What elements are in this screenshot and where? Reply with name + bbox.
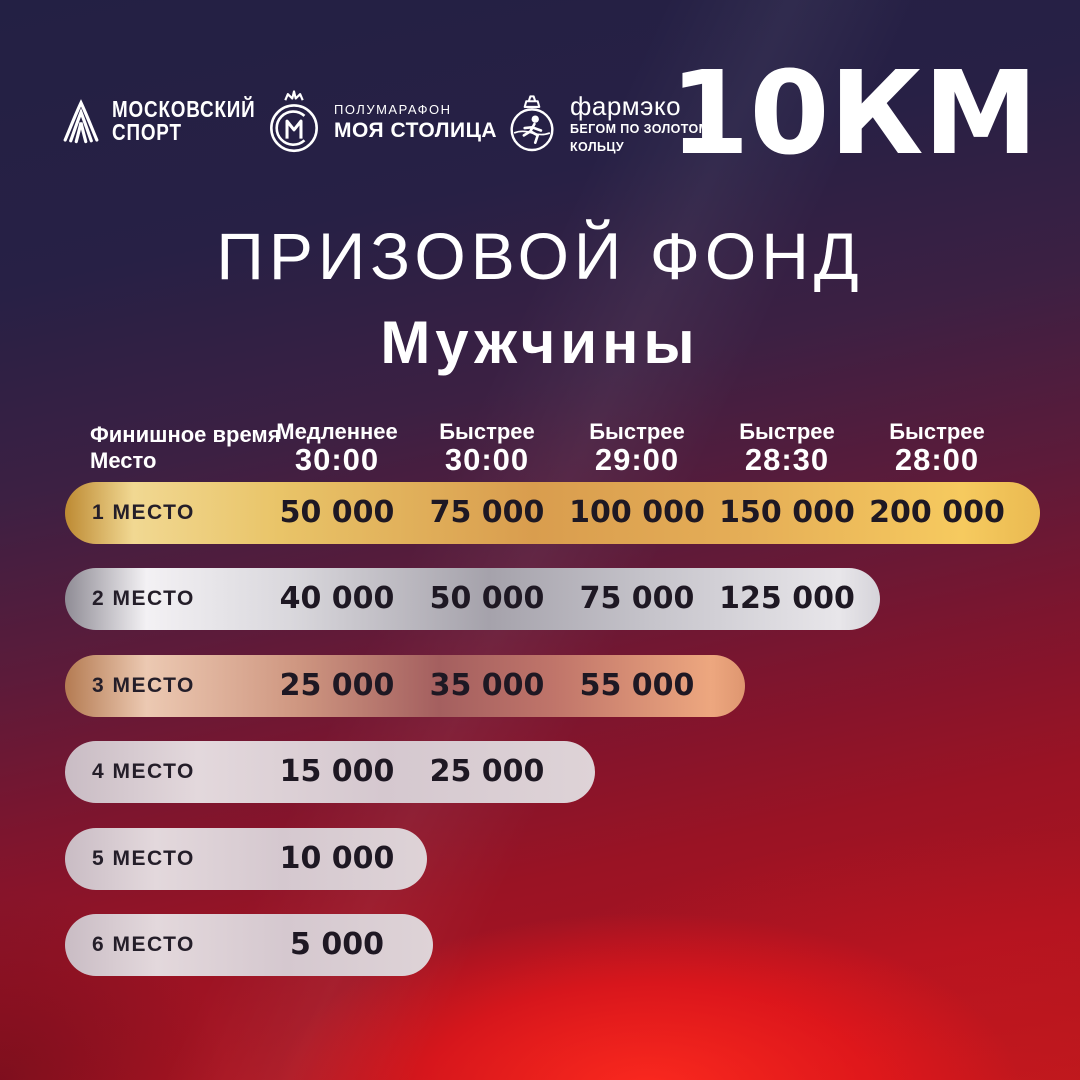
prize-amount: 75 000 [579, 581, 695, 616]
column-header-faster-2830: Быстрее 28:30 [692, 419, 882, 476]
pharmeco-tagline-1: БЕГОМ ПО ЗОЛОТОМУ [570, 122, 718, 136]
column-header-faster-3000: Быстрее 30:00 [392, 419, 582, 476]
prize-row-place-3: 3 МЕСТО 25 000 35 000 55 000 [65, 655, 745, 717]
moya-stolitsa-icon [266, 88, 322, 156]
moscow-sport-icon [62, 96, 100, 146]
prize-amount: 55 000 [579, 668, 695, 703]
pharmeco-wordmark: фармэко БЕГОМ ПО ЗОЛОТОМУ КОЛЬЦУ [570, 92, 718, 156]
column-header-faster-2900: Быстрее 29:00 [542, 419, 732, 476]
page-subtitle: Мужчины [380, 309, 700, 376]
prize-amount: 35 000 [429, 668, 545, 703]
column-direction: Быстрее [739, 419, 835, 444]
column-time: 30:00 [444, 442, 530, 477]
table-corner-header: Финишное время Место [90, 422, 281, 474]
prize-amount: 50 000 [279, 495, 395, 530]
place-label: 2 МЕСТО [92, 587, 195, 610]
logo-pharmeco: фармэко БЕГОМ ПО ЗОЛОТОМУ КОЛЬЦУ [506, 92, 718, 156]
column-header-faster-2800: Быстрее 28:00 [842, 419, 1032, 476]
pharmeco-stopwatch-icon [506, 93, 558, 155]
prize-row-place-4: 4 МЕСТО 15 000 25 000 [65, 741, 595, 803]
column-direction: Быстрее [589, 419, 685, 444]
column-direction: Быстрее [439, 419, 535, 444]
column-direction: Быстрее [889, 419, 985, 444]
logo-moscow-sport: МОСКОВСКИЙ СПОРТ [62, 96, 287, 146]
page-title: ПРИЗОВОЙ ФОНД [216, 219, 864, 293]
place-label: 6 МЕСТО [92, 933, 195, 956]
logo-moya-stolitsa: ПОЛУМАРАФОН МОЯ СТОЛИЦА [266, 88, 497, 156]
prize-row-place-2: 2 МЕСТО 40 000 50 000 75 000 125 000 [65, 568, 880, 630]
prize-amount: 125 000 [719, 581, 855, 616]
moscow-sport-wordmark: МОСКОВСКИЙ СПОРТ [112, 98, 256, 144]
prize-amount: 10 000 [279, 841, 395, 876]
prize-row-place-1: 1 МЕСТО 50 000 75 000 100 000 150 000 20… [65, 482, 1040, 544]
prize-amount: 15 000 [279, 754, 395, 789]
column-header-slower-3000: Медленнее 30:00 [242, 419, 432, 476]
pharmeco-tagline-2: КОЛЬЦУ [570, 140, 625, 154]
column-time: 28:00 [894, 442, 980, 477]
corner-header-line1: Финишное время [90, 422, 281, 447]
prize-amount: 200 000 [869, 495, 1005, 530]
prize-amount: 25 000 [429, 754, 545, 789]
pharmeco-brand: фармэко [570, 91, 682, 121]
place-label: 5 МЕСТО [92, 847, 195, 870]
prize-amount: 25 000 [279, 668, 395, 703]
prize-amount: 5 000 [290, 927, 384, 962]
moscow-sport-line2: СПОРТ [112, 119, 182, 145]
prize-amount: 40 000 [279, 581, 395, 616]
corner-header-line2: Место [90, 448, 157, 473]
moya-stolitsa-label: МОЯ СТОЛИЦА [334, 119, 498, 142]
column-time: 30:00 [294, 442, 380, 477]
prize-row-place-5: 5 МЕСТО 10 000 [65, 828, 427, 890]
column-time: 28:30 [744, 442, 830, 477]
column-direction: Медленнее [276, 419, 398, 444]
prize-amount: 50 000 [429, 581, 545, 616]
column-time: 29:00 [594, 442, 680, 477]
place-label: 1 МЕСТО [92, 501, 195, 524]
prize-row-place-6: 6 МЕСТО 5 000 [65, 914, 433, 976]
place-label: 4 МЕСТО [92, 760, 195, 783]
prize-amount: 150 000 [719, 495, 855, 530]
moya-stolitsa-wordmark: ПОЛУМАРАФОН МОЯ СТОЛИЦА [334, 101, 497, 143]
prize-amount: 75 000 [429, 495, 545, 530]
moscow-sport-line1: МОСКОВСКИЙ [112, 96, 256, 122]
distance-badge: 10КМ [669, 47, 1038, 181]
place-label: 3 МЕСТО [92, 674, 195, 697]
half-marathon-label: ПОЛУМАРАФОН [334, 102, 452, 117]
prize-amount: 100 000 [569, 495, 705, 530]
